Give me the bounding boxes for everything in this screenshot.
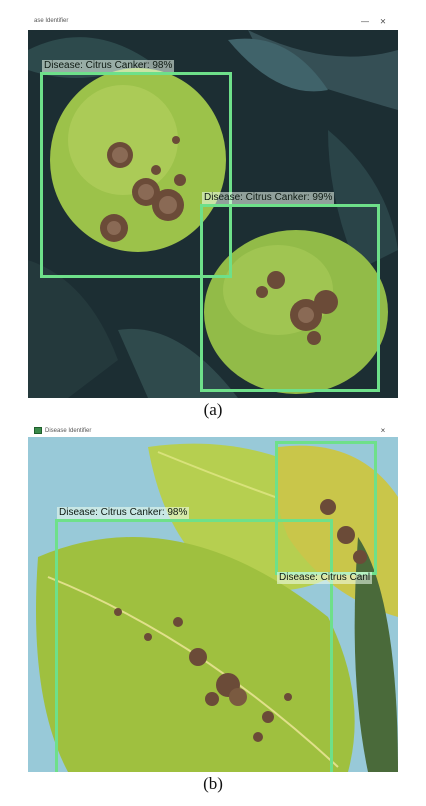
detection-label-2: Disease: Citrus Canker: 99% <box>202 192 335 204</box>
app-icon <box>34 427 42 434</box>
detection-box-2 <box>200 204 380 392</box>
detection-box-1 <box>55 519 333 772</box>
orange-photo <box>28 30 398 398</box>
caption-a: (a) <box>203 400 223 419</box>
panel-a: ase Identifier — ⨯ <box>28 12 398 398</box>
close-button[interactable]: × <box>380 426 386 435</box>
detection-label-2: Disease: Citrus Canl <box>277 572 373 584</box>
close-button[interactable]: ⨯ <box>379 16 387 26</box>
detection-label-1: Disease: Citrus Canker: 98% <box>42 60 175 72</box>
leaf-photo <box>28 437 398 772</box>
window-title: ase Identifier <box>34 18 69 24</box>
window-title: Disease Identifier <box>45 427 92 434</box>
window-titlebar-a: ase Identifier — ⨯ <box>28 12 398 30</box>
minimize-button[interactable]: — <box>361 16 369 26</box>
caption-b: (b) <box>203 774 223 793</box>
detection-label-1: Disease: Citrus Canker: 98% <box>57 507 190 519</box>
detection-box-1 <box>40 72 232 278</box>
image-canvas-b: Disease: Citrus Canker: 98% Disease: Cit… <box>28 437 398 772</box>
detection-box-2 <box>275 441 377 575</box>
image-canvas-a: Disease: Citrus Canker: 98% Disease: Cit… <box>28 30 398 398</box>
panel-b: Disease Identifier × <box>28 424 398 772</box>
window-titlebar-b: Disease Identifier × <box>28 424 398 437</box>
